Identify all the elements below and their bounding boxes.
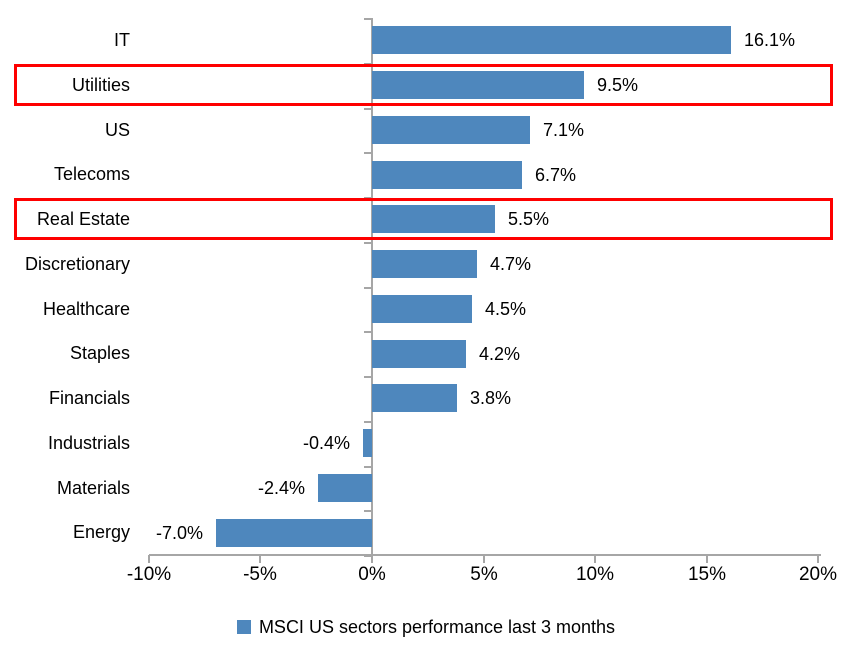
value-label-staples: 4.2% — [479, 344, 521, 364]
x-tick-label-10-: 10% — [575, 564, 615, 585]
category-label-staples: Staples — [69, 343, 130, 363]
value-label-energy: -7.0% — [155, 523, 203, 543]
category-label-healthcare: Healthcare — [42, 299, 130, 319]
bar-real-estate — [372, 205, 495, 233]
bar-us — [372, 116, 530, 144]
x-axis-tick — [817, 555, 819, 563]
x-axis-tick — [483, 555, 485, 563]
bar-financials — [372, 384, 457, 412]
x-tick-label--5-: -5% — [243, 564, 277, 585]
category-label-energy: Energy — [72, 522, 130, 542]
bar-utilities — [372, 71, 584, 99]
bar-telecoms — [372, 161, 522, 189]
legend-label: MSCI US sectors performance last 3 month… — [258, 616, 616, 637]
y-axis-line — [371, 18, 373, 555]
value-label-discretionary: 4.7% — [490, 254, 532, 274]
value-label-materials: -2.4% — [257, 478, 305, 498]
value-label-telecoms: 6.7% — [535, 165, 577, 185]
category-label-utilities: Utilities — [71, 75, 130, 95]
y-axis-tick — [364, 555, 372, 557]
highlight-box-real-estate — [14, 198, 833, 240]
category-label-financials: Financials — [48, 388, 130, 408]
y-axis-tick — [364, 466, 372, 468]
x-axis-tick — [371, 555, 373, 563]
value-label-healthcare: 4.5% — [485, 299, 527, 319]
y-axis-tick — [364, 376, 372, 378]
category-label-materials: Materials — [56, 478, 130, 498]
bar-it — [372, 26, 731, 54]
x-axis-tick — [594, 555, 596, 563]
x-tick-label-0-: 0% — [358, 564, 386, 585]
x-tick-label--10-: -10% — [126, 564, 172, 585]
y-axis-tick — [364, 287, 372, 289]
legend: MSCI US sectors performance last 3 month… — [0, 612, 852, 642]
bar-staples — [372, 340, 466, 368]
x-axis-tick — [148, 555, 150, 563]
x-axis-tick — [706, 555, 708, 563]
y-axis-tick — [364, 108, 372, 110]
category-label-telecoms: Telecoms — [53, 164, 130, 184]
y-axis-tick — [364, 242, 372, 244]
value-label-it: 16.1% — [744, 30, 796, 50]
x-axis-tick — [259, 555, 261, 563]
value-label-financials: 3.8% — [470, 388, 512, 408]
category-label-us: US — [104, 120, 130, 140]
bar-materials — [318, 474, 372, 502]
y-axis-tick — [364, 421, 372, 423]
bar-healthcare — [372, 295, 472, 323]
x-tick-label-15-: 15% — [687, 564, 727, 585]
bar-energy — [216, 519, 372, 547]
value-label-utilities: 9.5% — [597, 75, 639, 95]
bar-discretionary — [372, 250, 477, 278]
category-label-it: IT — [114, 30, 130, 50]
category-label-industrials: Industrials — [47, 433, 130, 453]
category-label-discretionary: Discretionary — [24, 254, 130, 274]
bar-industrials — [363, 429, 372, 457]
legend-swatch-icon — [236, 620, 251, 634]
value-label-real-estate: 5.5% — [508, 209, 550, 229]
y-axis-tick — [364, 18, 372, 20]
y-axis-tick — [364, 331, 372, 333]
highlight-box-utilities — [14, 64, 833, 106]
y-axis-tick — [364, 152, 372, 154]
value-label-us: 7.1% — [543, 120, 585, 140]
y-axis-tick — [364, 510, 372, 512]
x-axis-line — [149, 554, 821, 556]
x-tick-label-5-: 5% — [470, 564, 498, 585]
value-label-industrials: -0.4% — [302, 433, 350, 453]
category-label-real-estate: Real Estate — [36, 209, 130, 229]
x-tick-label-20-: 20% — [798, 564, 838, 585]
